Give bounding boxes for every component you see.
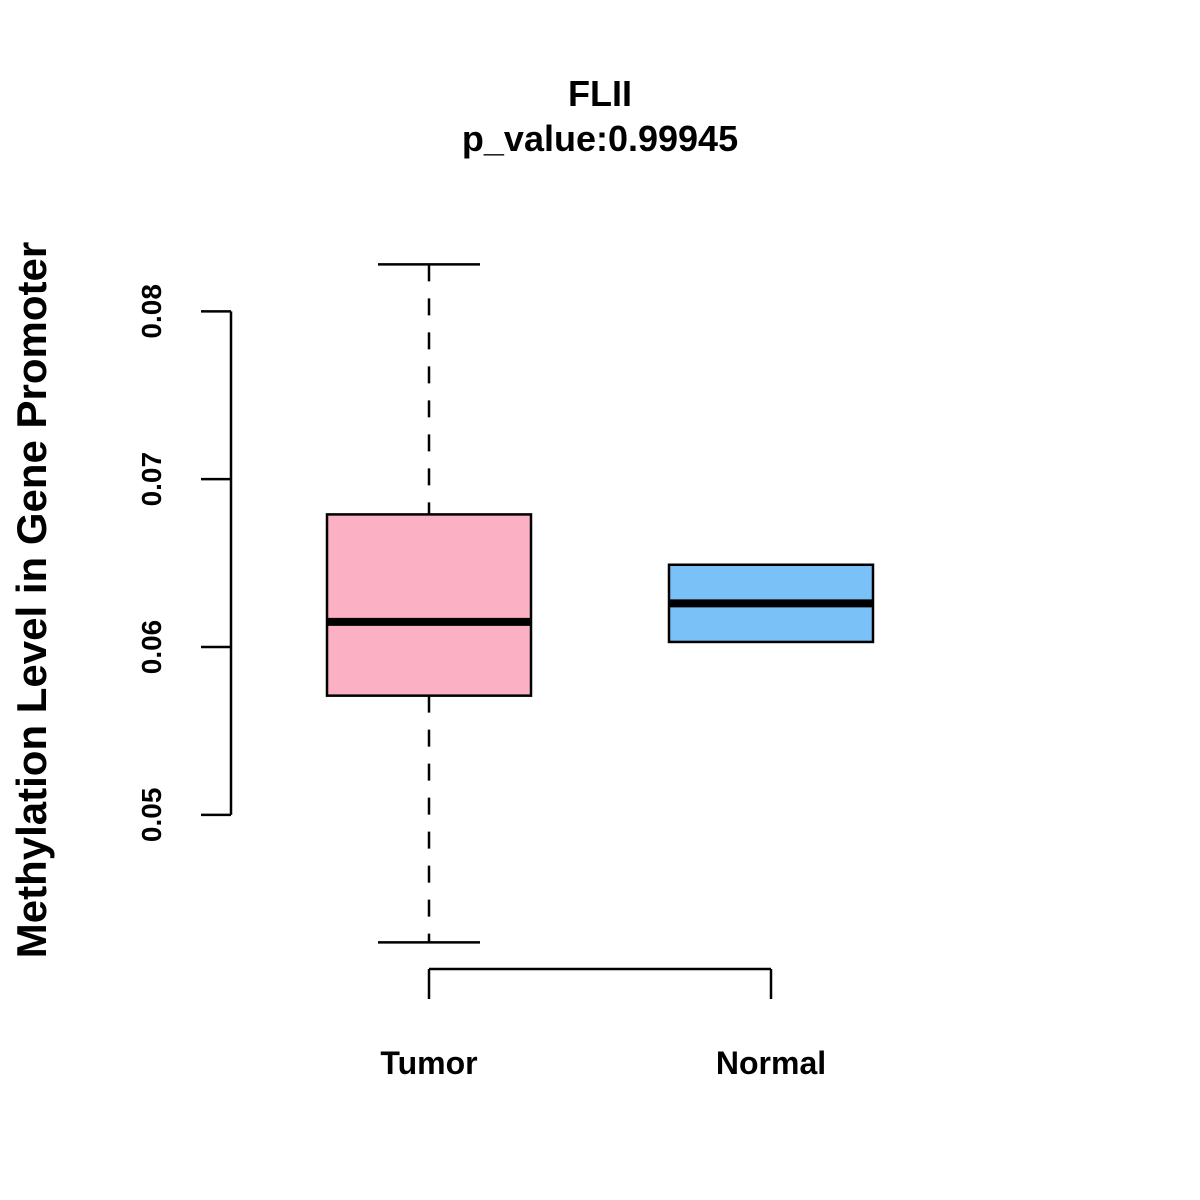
x-tick-label: Tumor (380, 1045, 477, 1081)
y-axis: 0.05 0.06 0.07 0.08 (136, 284, 233, 843)
y-axis-title: Methylation Level in Gene Promoter (8, 242, 55, 958)
chart-subtitle: p_value:0.99945 (462, 118, 738, 159)
y-tick-label: 0.07 (136, 452, 167, 507)
x-tick-label: Normal (716, 1045, 826, 1081)
box-series (325, 263, 875, 944)
y-tick-label: 0.08 (136, 284, 167, 339)
y-tick-label: 0.05 (136, 788, 167, 843)
box-normal (667, 563, 875, 644)
box-tumor (325, 263, 533, 944)
chart-title: FLII (568, 73, 632, 114)
x-axis: Tumor Normal (380, 967, 826, 1081)
box-iqr (325, 513, 533, 697)
y-tick-label: 0.06 (136, 620, 167, 675)
